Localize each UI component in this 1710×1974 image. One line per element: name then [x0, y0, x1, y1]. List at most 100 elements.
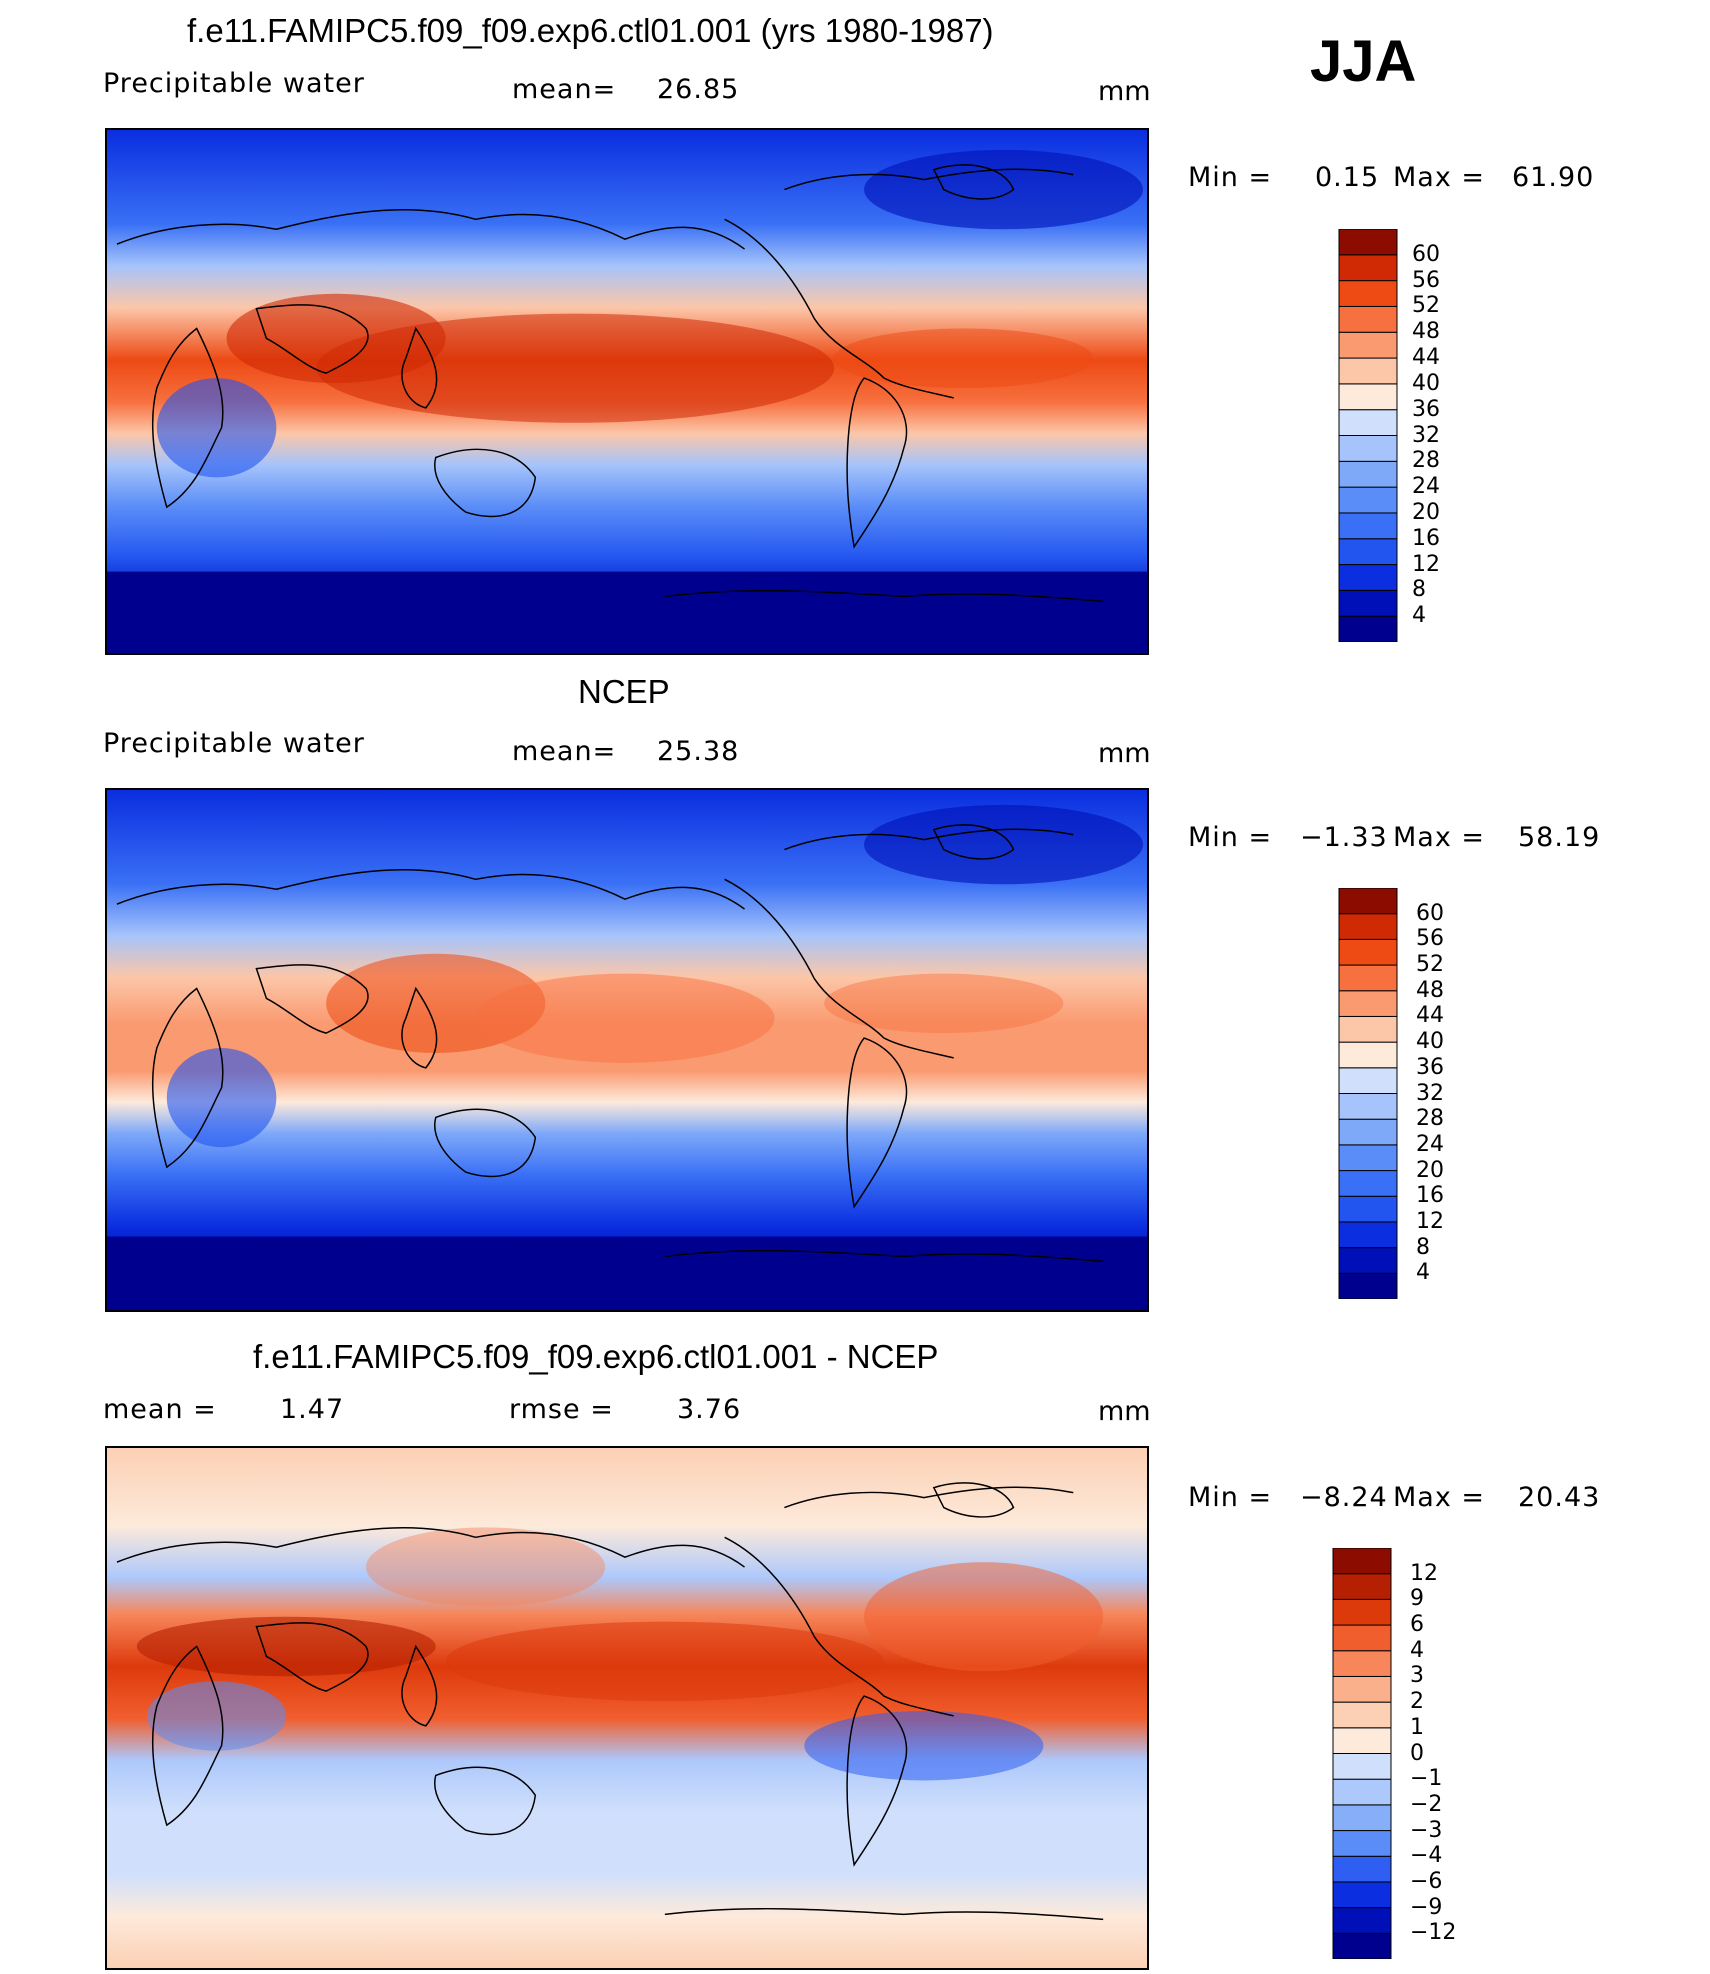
panel2-map	[105, 788, 1149, 1312]
panel3-colorbar-swatch	[1332, 1855, 1392, 1883]
panel1-colorbar-tick-label: 28	[1412, 448, 1440, 474]
panel2-colorbar-labels: 60 56 52 48 44 40 36 32 28 24 20 16 12 8 4	[1416, 888, 1496, 1299]
panel3-colorbar-tick-label: 1	[1410, 1714, 1424, 1740]
panel1-title: f.e11.FAMIPC5.f09_f09.exp6.ctl01.001 (yr…	[187, 12, 994, 49]
panel2-colorbar-swatch	[1338, 1195, 1398, 1223]
panel1-colorbar-tick-label: 20	[1412, 499, 1440, 525]
panel1-colorbar-tick-label: 8	[1412, 577, 1426, 603]
panel3-title: f.e11.FAMIPC5.f09_f09.exp6.ctl01.001 - N…	[253, 1338, 939, 1375]
panel2-colorbar-tick-label: 32	[1416, 1080, 1444, 1106]
panel3-colorbar-svg	[1332, 1547, 1392, 1960]
panel1-variable: Precipitable water	[103, 68, 365, 99]
panel3-map-svg	[107, 1448, 1147, 1968]
panel3-colorbar-tick-label: −12	[1410, 1920, 1457, 1946]
panel2-colorbar-tick-label: 8	[1416, 1234, 1430, 1260]
panel1-mean-label: mean=	[512, 74, 617, 105]
panel1-colorbar-tick-label: 32	[1412, 422, 1440, 448]
panel3-colorbar-tick-label: −2	[1410, 1791, 1443, 1817]
panel3-map	[105, 1446, 1149, 1970]
panel1-colorbar-tick-label: 44	[1412, 345, 1440, 371]
panel3-colorbar-tick-label: −1	[1410, 1766, 1443, 1792]
panel3-colorbar-tick-label: −9	[1410, 1894, 1443, 1920]
panel1-colorbar-labels: 60 56 52 48 44 40 36 32 28 24 20 16 12 8 4	[1412, 229, 1492, 642]
panel2-colorbar-swatch	[1338, 887, 1398, 915]
panel1-colorbar-tick-label: 52	[1412, 293, 1440, 319]
panel1-colorbar-tick-label: 36	[1412, 396, 1440, 422]
panel2-min-value: −1.33	[1300, 822, 1388, 853]
panel2-colorbar-swatch	[1338, 1221, 1398, 1249]
panel3-colorbar-swatch	[1332, 1778, 1392, 1806]
panel1-units: mm	[1098, 76, 1151, 107]
panel2-colorbar-tick-label: 24	[1416, 1131, 1444, 1157]
panel3-colorbar-swatch	[1332, 1573, 1392, 1600]
panel3-colorbar-swatch	[1332, 1932, 1392, 1960]
panel3-colorbar-swatch	[1332, 1598, 1392, 1626]
panel3-colorbar-swatch	[1332, 1727, 1392, 1754]
panel3-colorbar-swatch	[1332, 1650, 1392, 1677]
panel2-colorbar-tick-label: 16	[1416, 1183, 1444, 1209]
panel3-colorbar-tick-label: −6	[1410, 1868, 1443, 1894]
panel1-colorbar-svg	[1338, 228, 1398, 643]
panel1-colorbar-swatch	[1338, 564, 1398, 591]
panel3-rmse-value: 3.76	[677, 1394, 742, 1425]
panel3-colorbar-tick-label: 3	[1410, 1663, 1424, 1689]
panel2-units: mm	[1098, 738, 1151, 769]
panel3-colorbar-swatch	[1332, 1881, 1392, 1909]
panel2-max-value: 58.19	[1518, 822, 1601, 853]
panel1-max-value: 61.90	[1512, 162, 1595, 193]
panel1-colorbar-swatch	[1338, 538, 1398, 566]
panel3-colorbar	[1332, 1547, 1392, 1960]
panel2-colorbar-swatch	[1338, 1067, 1398, 1094]
panel1-colorbar-swatch	[1338, 254, 1398, 282]
panel3-colorbar-swatch	[1332, 1624, 1392, 1652]
panel2-colorbar-swatch	[1338, 1118, 1398, 1146]
panel2-colorbar-swatch	[1338, 1247, 1398, 1274]
panel1-colorbar-swatch	[1338, 305, 1398, 333]
panel3-colorbar-tick-label: 9	[1410, 1586, 1424, 1612]
panel1-coastlines	[116, 164, 1104, 603]
panel1-colorbar-swatch	[1338, 228, 1398, 256]
panel3-colorbar-swatch	[1332, 1547, 1392, 1575]
panel3-colorbar-tick-label: 4	[1410, 1637, 1424, 1663]
panel3-coastlines	[116, 1482, 1104, 1921]
panel2-colorbar-swatch	[1338, 1093, 1398, 1120]
panel2-colorbar-swatch	[1338, 1015, 1398, 1043]
panel3-colorbar-swatch	[1332, 1804, 1392, 1832]
panel3-min-label: Min =	[1188, 1482, 1273, 1513]
panel3-colorbar-swatch	[1332, 1675, 1392, 1703]
panel3-colorbar-tick-label: 12	[1410, 1560, 1438, 1586]
panel2-colorbar-tick-label: 52	[1416, 952, 1444, 978]
season-label: JJA	[1310, 29, 1417, 94]
panel1-colorbar-tick-label: 60	[1412, 241, 1440, 267]
panel3-colorbar-swatch	[1332, 1701, 1392, 1729]
panel3-colorbar-swatch	[1332, 1753, 1392, 1780]
panel2-colorbar-swatch	[1338, 913, 1398, 940]
panel2-colorbar-swatch	[1338, 964, 1398, 992]
panel3-colorbar-tick-label: −3	[1410, 1817, 1443, 1843]
panel1-colorbar-tick-label: 40	[1412, 370, 1440, 396]
panel1-colorbar	[1338, 228, 1398, 643]
panel2-colorbar-swatch	[1338, 1144, 1398, 1172]
panel3-colorbar-tick-label: 2	[1410, 1689, 1424, 1715]
panel2-colorbar-tick-label: 40	[1416, 1029, 1444, 1055]
panel3-max-label: Max =	[1393, 1482, 1486, 1513]
panel2-variable: Precipitable water	[103, 728, 365, 759]
panel1-map-svg	[107, 130, 1147, 653]
panel2-colorbar-tick-label: 36	[1416, 1054, 1444, 1080]
panel1-colorbar-tick-label: 56	[1412, 267, 1440, 293]
panel1-max-label: Max =	[1393, 162, 1486, 193]
panel1-colorbar-swatch	[1338, 331, 1398, 359]
panel1-colorbar-tick-label: 4	[1412, 603, 1426, 629]
panel2-min-label: Min =	[1188, 822, 1273, 853]
panel3-colorbar-swatch	[1332, 1830, 1392, 1857]
panel1-colorbar-tick-label: 16	[1412, 525, 1440, 551]
panel2-colorbar-swatch	[1338, 938, 1398, 966]
panel2-mean-value: 25.38	[657, 736, 740, 767]
panel2-colorbar-tick-label: 60	[1416, 900, 1444, 926]
panel1-colorbar-swatch	[1338, 280, 1398, 307]
panel3-colorbar-tick-label: 6	[1410, 1612, 1424, 1638]
panel3-mean-value: 1.47	[280, 1394, 345, 1425]
panel3-min-value: −8.24	[1300, 1482, 1388, 1513]
panel3-max-value: 20.43	[1518, 1482, 1601, 1513]
panel2-colorbar-tick-label: 4	[1416, 1260, 1430, 1286]
